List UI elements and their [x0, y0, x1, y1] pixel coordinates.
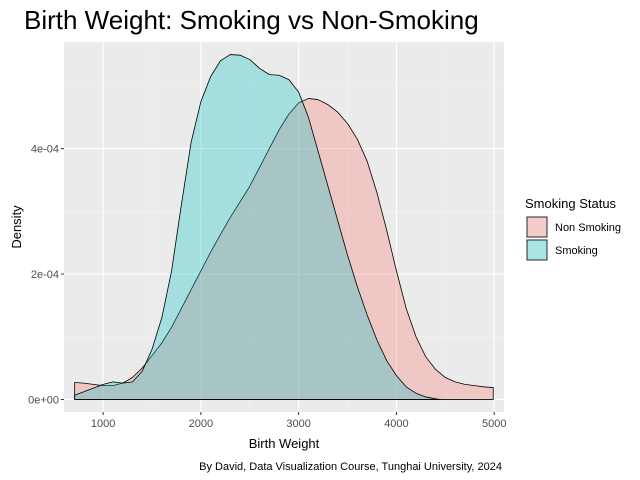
y-tick-label-0: 0e+00	[28, 394, 59, 406]
legend-swatch-non-smoking	[526, 216, 548, 238]
x-tick-label-4: 5000	[482, 418, 506, 430]
legend-swatch-smoking	[526, 239, 548, 261]
y-tick-label-1: 2e-04	[31, 269, 59, 281]
x-axis: 1000 2000 3000 4000 5000	[91, 412, 506, 430]
y-axis: 0e+00 2e-04 4e-04	[28, 144, 64, 406]
chart-title: Birth Weight: Smoking vs Non-Smoking	[24, 5, 479, 35]
x-tick-label-1: 2000	[189, 418, 213, 430]
legend-label-smoking: Smoking	[555, 245, 598, 257]
grid-minor	[64, 42, 504, 412]
density-areas	[74, 54, 494, 400]
density-area-non-smoking	[74, 98, 494, 400]
plot-panel	[64, 42, 504, 412]
x-tick-label-3: 4000	[384, 418, 408, 430]
x-axis-label: Birth Weight	[249, 436, 320, 451]
density-area-smoking	[74, 54, 441, 400]
x-tick-label-2: 3000	[286, 418, 310, 430]
legend-key-bg-smoking	[526, 239, 548, 261]
x-tick-label-0: 1000	[91, 418, 115, 430]
legend-title: Smoking Status	[525, 196, 617, 211]
grid-major	[64, 42, 504, 412]
legend-key-bg-non-smoking	[526, 216, 548, 238]
y-tick-label-2: 4e-04	[31, 144, 59, 156]
chart-caption: By David, Data Visualization Course, Tun…	[199, 461, 502, 473]
y-axis-label: Density	[9, 205, 24, 249]
legend-label-non-smoking: Non Smoking	[555, 222, 621, 234]
legend: Smoking Status Non Smoking Smoking	[525, 196, 621, 261]
